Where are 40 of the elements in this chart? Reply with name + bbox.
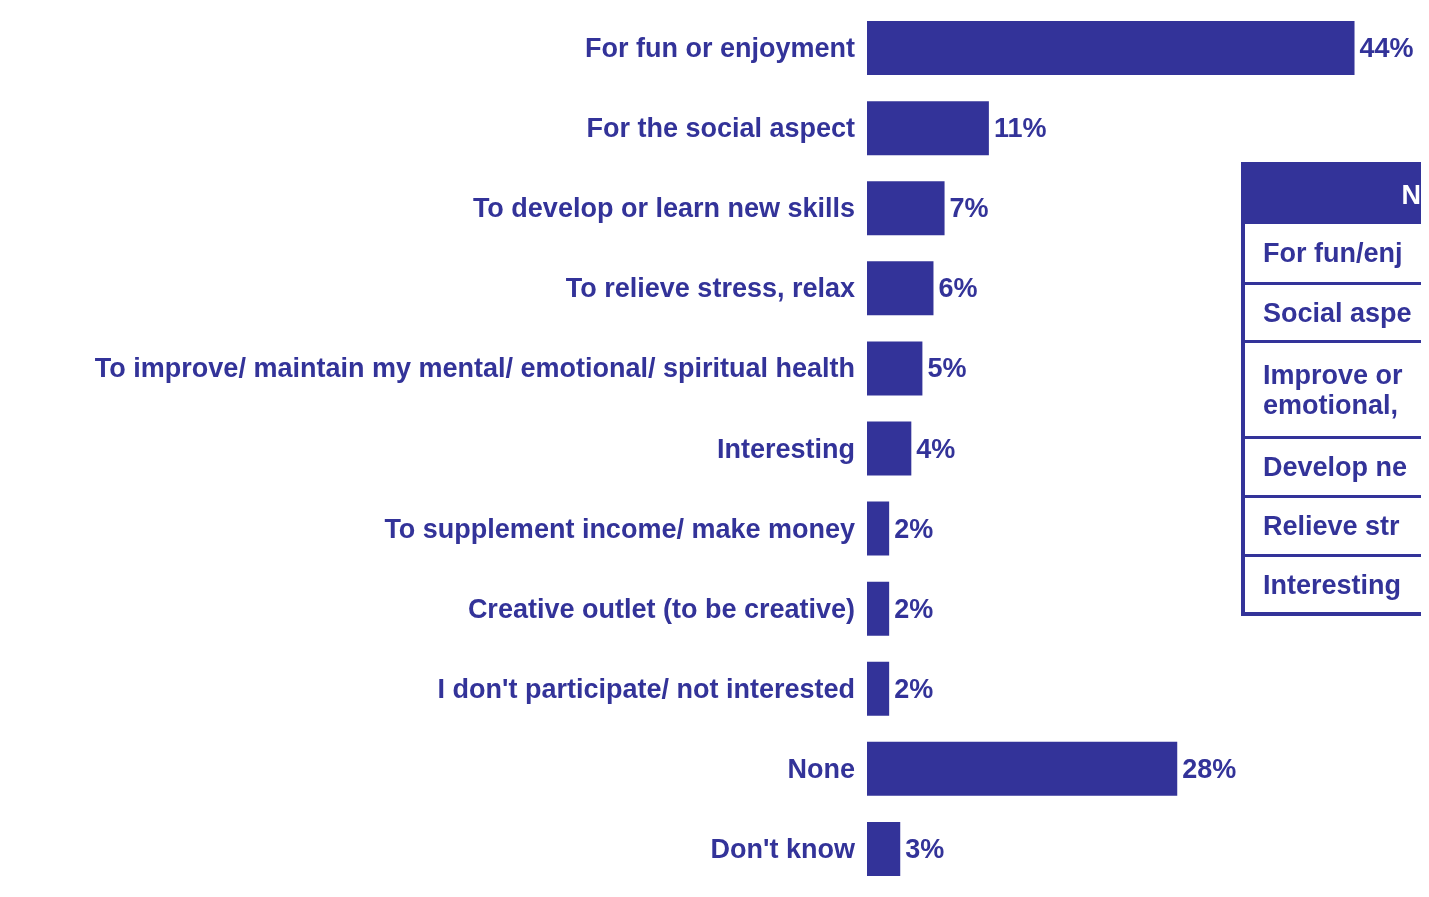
- y-tick-label: For fun or enjoyment: [585, 33, 856, 64]
- bar: [867, 181, 945, 236]
- annotation: Social aspe: [1245, 282, 1421, 340]
- data-label: 4%: [916, 433, 956, 464]
- data-label: 44%: [1359, 33, 1414, 64]
- y-tick-label: To improve/ maintain my mental/ emotional/ spiritual health: [94, 353, 855, 384]
- annotation: Develop ne: [1245, 436, 1421, 495]
- data-label: 2%: [894, 513, 934, 544]
- annotation: Relieve str: [1245, 495, 1421, 554]
- y-tick-label: For the social aspect: [586, 113, 855, 144]
- bar: [867, 341, 923, 396]
- bar: [867, 581, 890, 636]
- y-tick-label: Interesting: [716, 433, 855, 464]
- bar: [867, 21, 1355, 76]
- annotation: Improve or emotional,: [1245, 340, 1421, 436]
- text: N: [1401, 180, 1421, 210]
- data-label: 7%: [949, 193, 989, 224]
- bar: [867, 101, 989, 156]
- bar: [867, 821, 901, 876]
- data-label: 3%: [905, 833, 945, 864]
- bar: [867, 741, 1178, 796]
- y-tick-label: To develop or learn new skills: [472, 193, 855, 224]
- annotation: For fun/enj: [1262, 237, 1404, 270]
- bar: [867, 261, 934, 316]
- annotation: Interesting: [1245, 554, 1421, 612]
- data-label: 2%: [894, 593, 934, 624]
- bar: [867, 661, 890, 716]
- y-tick-label: To supplement income/ make money: [384, 513, 855, 544]
- data-label: 28%: [1182, 753, 1237, 784]
- y-tick-label: Creative outlet (to be creative): [467, 593, 855, 624]
- data-label: 5%: [927, 353, 967, 384]
- y-tick-label: To relieve stress, relax: [565, 273, 855, 304]
- y-tick-label: I don't participate/ not interested: [437, 673, 855, 704]
- y-tick-label: Don't know: [710, 833, 856, 864]
- data-label: 2%: [894, 673, 934, 704]
- data-label: 11%: [993, 113, 1047, 144]
- bar: [867, 421, 912, 476]
- bar: [867, 501, 890, 556]
- y-tick-label: None: [787, 753, 855, 784]
- data-label: 6%: [938, 273, 978, 304]
